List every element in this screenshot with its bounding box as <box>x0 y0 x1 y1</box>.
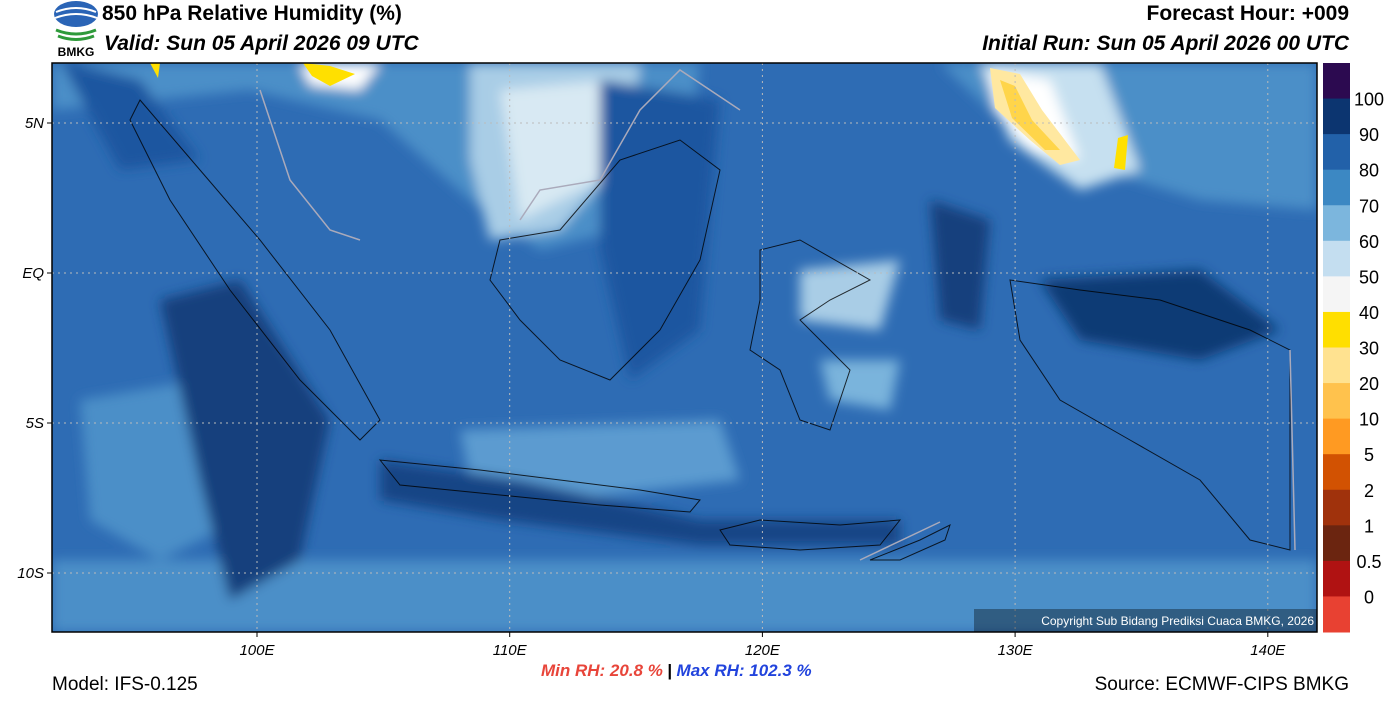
lon-label: 130E <box>998 642 1034 659</box>
source: Source: ECMWF-CIPS BMKG <box>1094 674 1349 695</box>
colorbar-label: 60 <box>1359 232 1379 252</box>
separator: | <box>667 661 673 680</box>
colorbar-label: 100 <box>1354 90 1384 110</box>
colorbar-label: 5 <box>1364 445 1374 465</box>
colorbar-label: 40 <box>1359 303 1379 323</box>
colorbar-label: 0 <box>1364 587 1374 607</box>
colorbar-segment <box>1323 489 1350 526</box>
title: 850 hPa Relative Humidity (%) <box>102 2 402 25</box>
logo: BMKG <box>54 1 98 58</box>
colorbar-segment <box>1323 560 1350 597</box>
lon-label: 120E <box>745 642 781 659</box>
lat-label: 10S <box>17 565 44 582</box>
lon-label: 100E <box>239 642 275 659</box>
colorbar-segment <box>1323 63 1350 100</box>
max-rh: Max RH: 102.3 % <box>676 661 812 680</box>
lat-label: 5S <box>26 415 44 432</box>
colorbar-label: 70 <box>1359 196 1379 216</box>
valid-time: Valid: Sun 05 April 2026 09 UTC <box>104 32 419 55</box>
lat-label: EQ <box>22 265 44 282</box>
colorbar-label: 30 <box>1359 339 1379 359</box>
colorbar-segment <box>1323 169 1350 206</box>
initial-run: Initial Run: Sun 05 April 2026 00 UTC <box>982 32 1349 55</box>
colorbar-label: 80 <box>1359 161 1379 181</box>
colorbar-label: 0.5 <box>1356 552 1381 572</box>
colorbar-segment <box>1323 418 1350 455</box>
copyright: Copyright Sub Bidang Prediksi Cuaca BMKG… <box>1041 614 1314 628</box>
colorbar-label: 2 <box>1364 481 1374 501</box>
min-rh: Min RH: 20.8 % <box>541 661 663 680</box>
colorbar-label: 50 <box>1359 267 1379 287</box>
rh-stats: Min RH: 20.8 % | Max RH: 102.3 % <box>541 661 812 681</box>
colorbar-segment <box>1323 454 1350 491</box>
colorbar-segment <box>1323 383 1350 420</box>
colorbar-label: 10 <box>1359 410 1379 430</box>
humidity-field <box>52 63 1317 632</box>
lat-label: 5N <box>25 115 44 132</box>
colorbar-segment <box>1323 134 1350 171</box>
colorbar-label: 90 <box>1359 125 1379 145</box>
forecast-hour: Forecast Hour: +009 <box>1146 2 1350 25</box>
colorbar-segment <box>1323 205 1350 242</box>
model: Model: IFS-0.125 <box>52 674 198 695</box>
map-frame <box>51 62 1318 633</box>
colorbar-segment <box>1323 525 1350 562</box>
logo-text: BMKG <box>58 45 95 58</box>
colorbar-segment <box>1323 276 1350 313</box>
colorbar-label: 20 <box>1359 374 1379 394</box>
colorbar-segment <box>1323 311 1350 348</box>
colorbar-segment <box>1323 596 1350 633</box>
lon-label: 140E <box>1250 642 1286 659</box>
colorbar-segment <box>1323 347 1350 384</box>
colorbar-segment <box>1323 240 1350 277</box>
colorbar-segment <box>1323 98 1350 135</box>
colorbar-label: 1 <box>1364 516 1374 536</box>
lon-label: 110E <box>493 642 528 659</box>
